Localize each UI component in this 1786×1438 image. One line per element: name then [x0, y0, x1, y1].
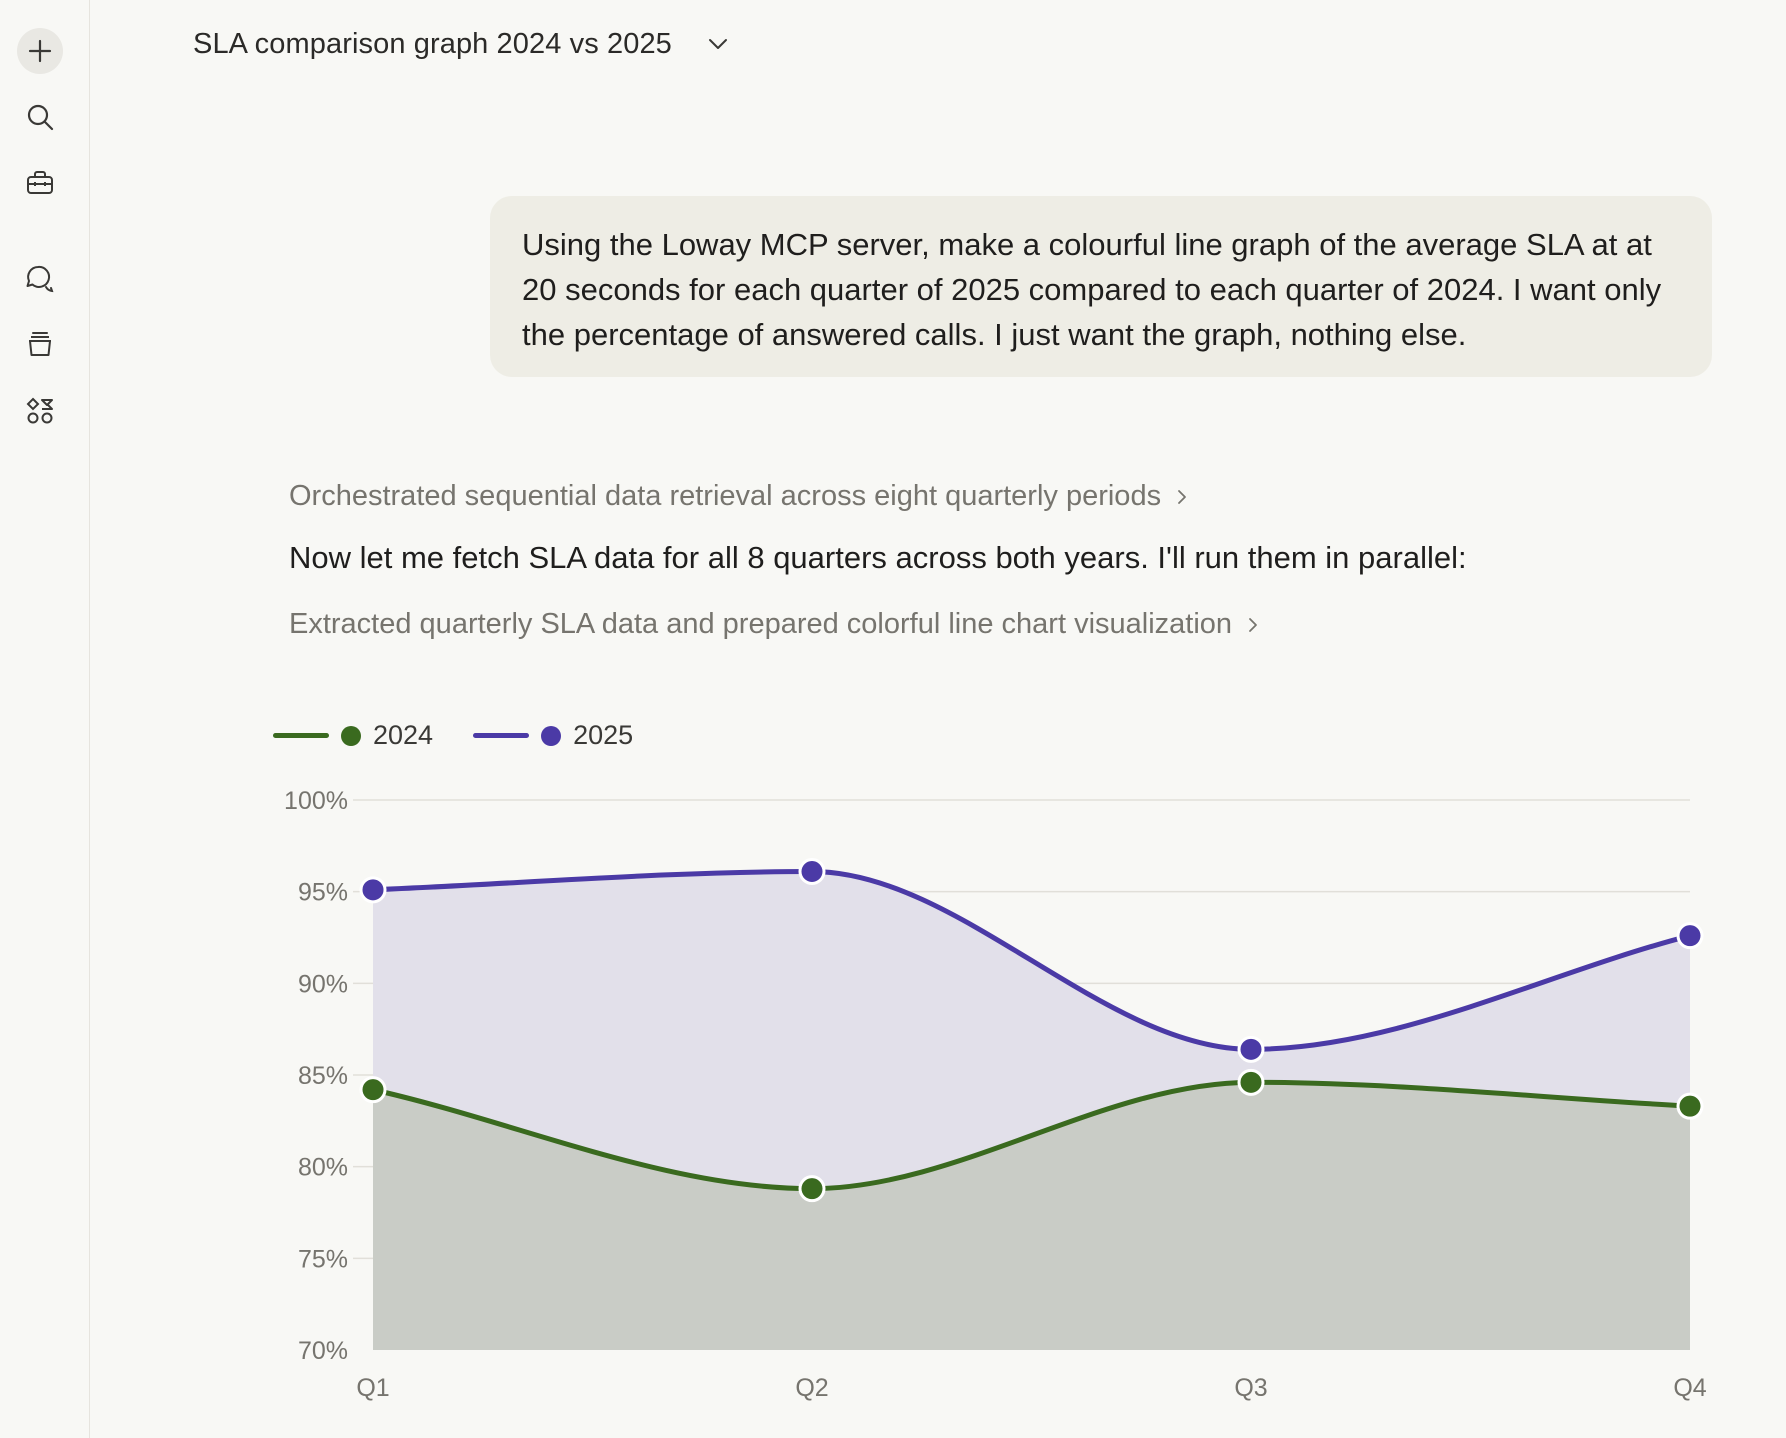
x-tick-label: Q4: [1673, 1374, 1706, 1402]
legend-item-2024[interactable]: 2024: [273, 720, 433, 751]
tools-button[interactable]: [17, 160, 63, 206]
chart-legend: 2024 2025: [273, 720, 673, 751]
area-2024: [373, 1082, 1690, 1350]
point-2025-Q4: [1676, 922, 1704, 950]
y-tick-label: 75%: [298, 1245, 348, 1273]
y-tick-label: 80%: [298, 1154, 348, 1182]
point-2025-Q2: [798, 858, 826, 885]
thinking-summary-1[interactable]: Orchestrated sequential data retrieval a…: [289, 480, 1191, 513]
point-2024-Q4: [1676, 1092, 1704, 1120]
y-tick-label: 100%: [284, 787, 348, 815]
toolbox-icon: [27, 171, 53, 194]
chats-button[interactable]: [17, 256, 63, 302]
x-tick-label: Q2: [795, 1374, 828, 1402]
legend-line-2024: [273, 733, 329, 738]
legend-label-2025: 2025: [573, 720, 634, 750]
chat-title-dropdown[interactable]: SLA comparison graph 2024 vs 2025: [193, 22, 730, 66]
chevron-right-icon: [1178, 489, 1186, 504]
assistant-reply: Now let me fetch SLA data for all 8 quar…: [289, 540, 1467, 575]
plus-icon: [28, 39, 52, 63]
projects-button[interactable]: [17, 322, 63, 368]
x-tick-label: Q3: [1234, 1374, 1267, 1402]
line-2025: [370, 868, 1693, 1052]
search-button[interactable]: [17, 94, 63, 140]
area-2025: [373, 871, 1690, 1350]
legend-label-2024: 2024: [373, 720, 434, 750]
chats-icon: [26, 265, 54, 293]
line-2024: [370, 1079, 1693, 1192]
point-2024-Q3: [1237, 1068, 1265, 1096]
point-2024-Q1: [359, 1076, 387, 1104]
legend-dot-2024: [341, 725, 361, 746]
new-chat-button[interactable]: [17, 28, 63, 74]
point-2025-Q1: [359, 876, 387, 904]
y-tick-label: 85%: [298, 1062, 348, 1090]
artifacts-icon: [26, 397, 53, 424]
legend-dot-2025: [541, 725, 562, 746]
sidebar: [0, 0, 90, 1438]
projects-icon: [29, 332, 51, 356]
chat-title: SLA comparison graph 2024 vs 2025: [193, 27, 672, 60]
user-message: Using the Loway MCP server, make a colou…: [490, 196, 1712, 377]
chevron-down-icon: [708, 39, 727, 49]
thinking-summary-2-label: Extracted quarterly SLA data and prepare…: [289, 608, 1233, 640]
thinking-summary-2[interactable]: Extracted quarterly SLA data and prepare…: [289, 608, 1262, 641]
legend-item-2025[interactable]: 2025: [473, 720, 633, 751]
y-tick-label: 70%: [298, 1337, 348, 1365]
chevron-right-icon: [1249, 617, 1257, 632]
point-2024-Q2: [798, 1175, 826, 1203]
x-tick-label: Q1: [356, 1374, 389, 1402]
thinking-summary-1-label: Orchestrated sequential data retrieval a…: [289, 480, 1162, 512]
y-tick-label: 90%: [298, 970, 348, 998]
artifacts-button[interactable]: [17, 388, 63, 434]
legend-line-2025: [473, 733, 530, 738]
y-tick-label: 95%: [298, 879, 348, 907]
search-icon: [27, 104, 54, 131]
point-2025-Q3: [1237, 1035, 1265, 1063]
